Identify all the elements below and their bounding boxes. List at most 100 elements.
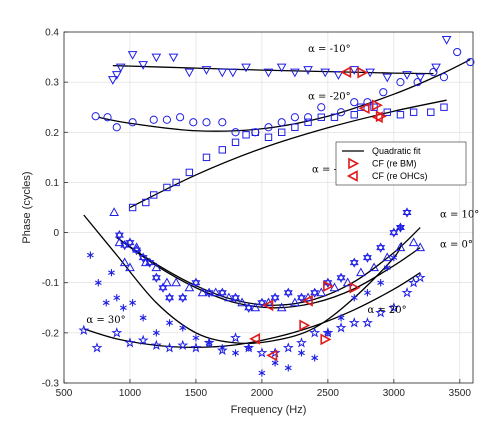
data-point bbox=[190, 342, 202, 353]
data-point bbox=[189, 118, 198, 127]
data-point bbox=[389, 227, 399, 238]
data-point bbox=[138, 61, 149, 70]
data-point bbox=[139, 314, 147, 322]
data-point bbox=[203, 337, 215, 348]
data-point bbox=[290, 297, 300, 307]
data-point bbox=[128, 118, 137, 127]
data-point bbox=[168, 53, 179, 63]
y-tick-label: 0.3 bbox=[45, 78, 59, 89]
data-point bbox=[243, 342, 255, 353]
data-point bbox=[402, 71, 412, 80]
annotations: α = -10° α = -20° α = -30° α = 10° α = 0° α =… bbox=[86, 44, 479, 326]
data-point bbox=[466, 57, 475, 67]
data-point bbox=[125, 262, 135, 272]
data-point bbox=[356, 267, 366, 277]
data-point bbox=[242, 131, 250, 139]
data-point bbox=[369, 262, 379, 272]
data-point bbox=[390, 254, 398, 262]
data-point bbox=[162, 277, 172, 287]
data-point bbox=[379, 88, 388, 97]
data-point bbox=[162, 115, 172, 124]
data-point bbox=[192, 334, 200, 342]
data-point bbox=[349, 257, 359, 268]
data-point bbox=[441, 36, 452, 45]
x-tick-label: 1000 bbox=[119, 388, 142, 399]
fit-line bbox=[116, 227, 421, 306]
data-point bbox=[290, 68, 300, 78]
data-point bbox=[179, 324, 187, 332]
data-point bbox=[152, 329, 160, 337]
data-point bbox=[396, 78, 405, 87]
data-point bbox=[316, 287, 327, 297]
data-point bbox=[377, 279, 385, 287]
fit-line bbox=[83, 214, 403, 345]
data-point bbox=[164, 342, 175, 353]
data-point bbox=[335, 322, 347, 333]
data-point bbox=[282, 342, 294, 353]
x-tick-label: 1500 bbox=[185, 388, 208, 399]
data-point bbox=[330, 113, 339, 121]
data-point bbox=[258, 369, 266, 377]
data-point bbox=[408, 237, 419, 247]
y-tick-label: -0.1 bbox=[42, 278, 60, 289]
data-point bbox=[309, 327, 321, 338]
data-point bbox=[140, 257, 151, 267]
data-point bbox=[296, 337, 307, 348]
data-point bbox=[150, 339, 162, 351]
data-point bbox=[397, 223, 404, 232]
data-point bbox=[125, 237, 135, 248]
data-point bbox=[256, 347, 268, 358]
data-point bbox=[217, 68, 228, 78]
data-point bbox=[137, 334, 149, 345]
cf-bm-marker bbox=[371, 99, 383, 112]
data-point bbox=[304, 118, 312, 126]
data-point bbox=[276, 302, 287, 312]
data-point bbox=[210, 287, 221, 297]
data-point bbox=[291, 123, 299, 131]
legend-cf-bm-label: CF (re BM) bbox=[372, 159, 417, 169]
axis-ticks: 500 1000 1500 2000 2500 3000 3500 -0.3 -0.2 -0.1 0… bbox=[42, 28, 472, 400]
data-point bbox=[329, 282, 340, 292]
cf-markers bbox=[249, 66, 387, 362]
data-point bbox=[231, 292, 240, 303]
data-point bbox=[413, 78, 422, 87]
data-point bbox=[102, 299, 110, 307]
data-point bbox=[142, 198, 150, 207]
cf-bm-marker bbox=[323, 280, 335, 293]
data-point bbox=[349, 66, 360, 75]
data-point bbox=[409, 108, 418, 116]
data-point bbox=[114, 229, 124, 241]
data-point bbox=[224, 292, 234, 302]
legend-fit-label: Quadratic fit bbox=[372, 146, 421, 156]
data-point bbox=[127, 51, 138, 60]
data-point bbox=[115, 63, 126, 73]
data-point bbox=[232, 349, 239, 357]
data-point bbox=[230, 332, 241, 343]
data-point bbox=[131, 242, 142, 252]
data-point bbox=[303, 66, 313, 75]
data-point bbox=[178, 292, 188, 303]
data-point bbox=[322, 327, 334, 338]
data-point bbox=[112, 123, 121, 132]
x-tick-label: 3500 bbox=[449, 388, 472, 399]
data-point bbox=[111, 327, 123, 338]
y-tick-label: -0.3 bbox=[42, 379, 60, 390]
series-annotation: α = 30° bbox=[86, 315, 125, 326]
data-point bbox=[113, 294, 121, 302]
data-point bbox=[264, 123, 273, 132]
data-point bbox=[431, 63, 441, 73]
data-point bbox=[204, 287, 214, 298]
data-point bbox=[244, 302, 254, 313]
data-point bbox=[362, 317, 373, 328]
data-point bbox=[350, 98, 359, 107]
data-point bbox=[382, 252, 393, 262]
x-axis-label: Frequency (Hz) bbox=[231, 404, 307, 416]
cf-ohc-marker bbox=[266, 349, 278, 362]
cf-bm-marker bbox=[299, 319, 311, 332]
plot-frame bbox=[63, 31, 474, 384]
data-point bbox=[277, 128, 286, 136]
y-tick-label: 0.4 bbox=[45, 28, 59, 39]
data-point bbox=[172, 178, 180, 187]
data-point bbox=[357, 103, 365, 111]
